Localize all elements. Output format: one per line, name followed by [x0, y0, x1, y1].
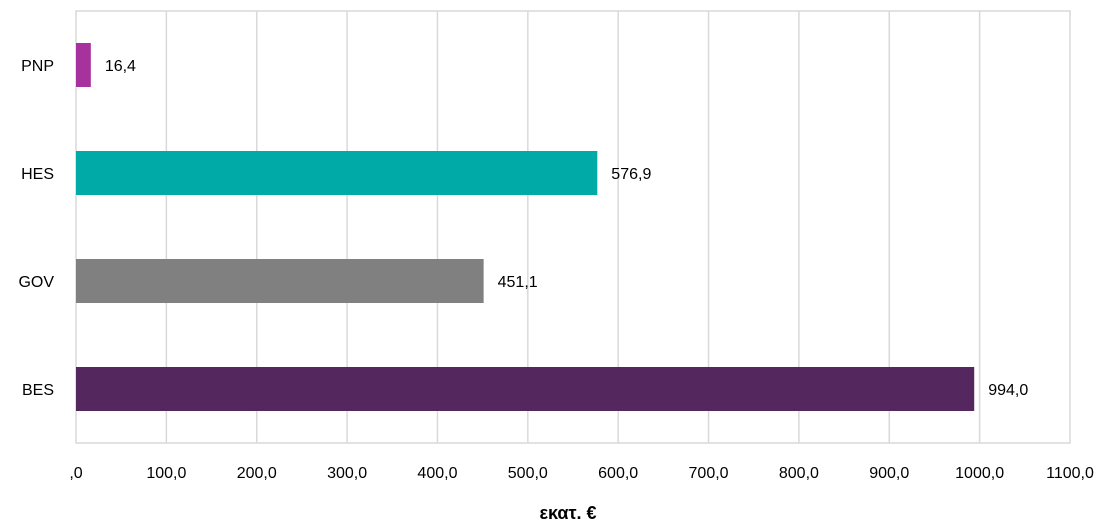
category-label-bes: BES	[22, 382, 54, 399]
x-tick-label: 1000,0	[955, 465, 1004, 482]
category-labels: PNP HES GOV BES	[18, 58, 54, 399]
x-tick-label: 400,0	[417, 465, 457, 482]
x-tick-label: ,0	[69, 465, 82, 482]
bar-gov	[76, 259, 484, 303]
bar-hes	[76, 151, 598, 195]
plot-frame	[75, 10, 1071, 444]
category-label-gov: GOV	[18, 274, 54, 291]
data-labels: 16,4 576,9 451,1 994,0	[105, 58, 1029, 399]
x-tick-label: 900,0	[869, 465, 909, 482]
x-tick-labels: ,0 100,0 200,0 300,0 400,0 500,0 600,0 700,0 800…	[69, 465, 1094, 482]
data-label-gov: 451,1	[498, 274, 538, 291]
bar-pnp	[76, 43, 91, 87]
x-tick-label: 600,0	[598, 465, 638, 482]
x-tick-label: 800,0	[779, 465, 819, 482]
category-label-hes: HES	[21, 166, 54, 183]
x-tick-label: 700,0	[689, 465, 729, 482]
x-tick-label: 1100,0	[1046, 465, 1094, 482]
x-tick-label: 500,0	[508, 465, 548, 482]
x-tick-label: 100,0	[146, 465, 186, 482]
x-axis-title: εκατ. €	[539, 503, 596, 523]
bar-bes	[76, 367, 975, 411]
plot-border	[75, 10, 1071, 444]
x-tick-label: 200,0	[237, 465, 277, 482]
x-tick-label: 300,0	[327, 465, 367, 482]
data-label-bes: 994,0	[988, 382, 1028, 399]
data-label-pnp: 16,4	[105, 58, 136, 75]
bars	[76, 43, 975, 411]
category-label-pnp: PNP	[21, 58, 54, 75]
data-label-hes: 576,9	[611, 166, 651, 183]
